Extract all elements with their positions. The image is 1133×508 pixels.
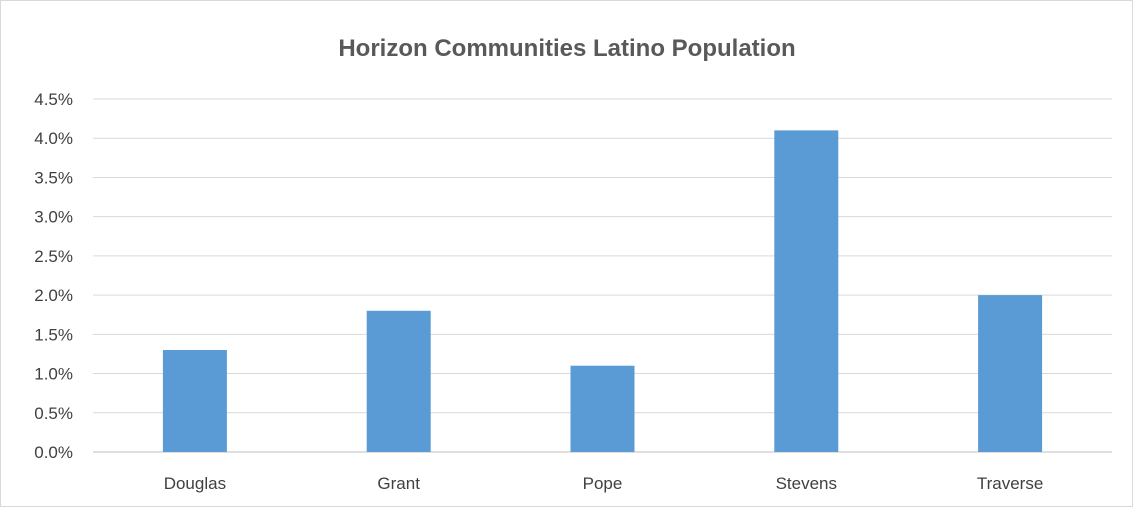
x-tick-label-grant: Grant	[377, 474, 420, 493]
y-tick-label: 4.5%	[34, 90, 73, 109]
y-tick-label: 0.5%	[34, 404, 73, 423]
bars	[162, 130, 1043, 452]
y-tick-label: 2.0%	[34, 286, 73, 305]
y-tick-label: 0.0%	[34, 443, 73, 462]
x-tick-label-stevens: Stevens	[776, 474, 837, 493]
x-axis-ticks: Douglas Grant Pope Stevens Traverse	[164, 474, 1044, 493]
x-tick-label-douglas: Douglas	[164, 474, 226, 493]
chart-title: Horizon Communities Latino Population	[338, 35, 795, 62]
y-tick-label: 3.5%	[34, 168, 73, 187]
gridlines	[93, 98, 1112, 453]
x-tick-label-traverse: Traverse	[977, 474, 1043, 493]
y-tick-label: 4.0%	[34, 129, 73, 148]
y-tick-label: 1.5%	[34, 325, 73, 344]
bar-douglas	[162, 350, 227, 452]
y-tick-label: 2.5%	[34, 247, 73, 266]
x-tick-label-pope: Pope	[583, 474, 623, 493]
y-tick-label: 3.0%	[34, 208, 73, 227]
bar-stevens	[774, 130, 839, 452]
bar-traverse	[978, 295, 1043, 452]
y-tick-label: 1.0%	[34, 365, 73, 384]
y-axis-ticks: 0.0% 0.5% 1.0% 1.5% 2.0% 2.5% 3.0% 3.5% 4.0% 4.5%	[34, 90, 73, 462]
bar-grant	[366, 310, 431, 452]
bar-pope	[570, 365, 635, 452]
